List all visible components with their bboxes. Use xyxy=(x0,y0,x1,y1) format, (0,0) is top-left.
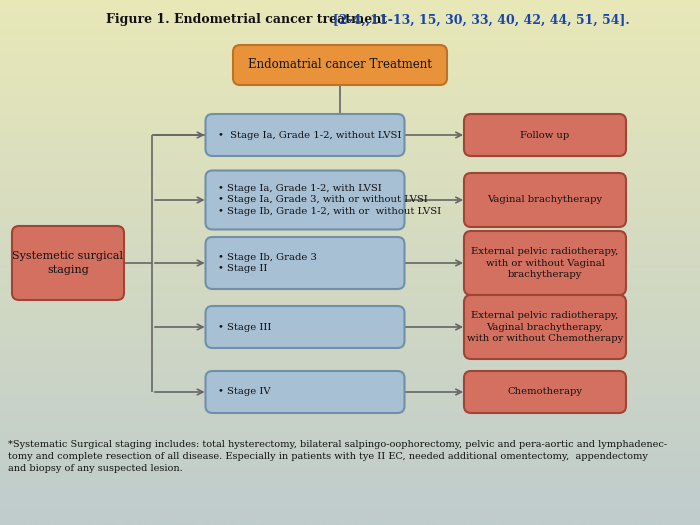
FancyBboxPatch shape xyxy=(206,371,405,413)
FancyBboxPatch shape xyxy=(206,114,405,156)
Text: Chemotherapy: Chemotherapy xyxy=(508,387,582,396)
FancyBboxPatch shape xyxy=(464,231,626,295)
Text: • Stage Ia, Grade 1-2, with LVSI
• Stage Ia, Grade 3, with or without LVSI
• Sta: • Stage Ia, Grade 1-2, with LVSI • Stage… xyxy=(218,184,440,216)
Text: • Stage IV: • Stage IV xyxy=(218,387,270,396)
FancyBboxPatch shape xyxy=(206,306,405,348)
Text: Systemetic surgical
staging: Systemetic surgical staging xyxy=(13,251,123,275)
FancyBboxPatch shape xyxy=(233,45,447,85)
Text: Figure 1. Endometrial cancer treatment: Figure 1. Endometrial cancer treatment xyxy=(106,14,392,26)
Text: *Systematic Surgical staging includes: total hysterectomy, bilateral salpingo-oo: *Systematic Surgical staging includes: t… xyxy=(8,440,667,472)
FancyBboxPatch shape xyxy=(464,114,626,156)
Text: Vaginal brachytherapy: Vaginal brachytherapy xyxy=(487,195,603,205)
Text: External pelvic radiotherapy,
with or without Vaginal
brachytherapy: External pelvic radiotherapy, with or wi… xyxy=(471,247,619,279)
FancyBboxPatch shape xyxy=(206,237,405,289)
Text: • Stage III: • Stage III xyxy=(218,322,271,331)
FancyBboxPatch shape xyxy=(464,371,626,413)
Text: • Stage Ib, Grade 3
• Stage II: • Stage Ib, Grade 3 • Stage II xyxy=(218,253,316,274)
Text: [2-4,,11-13, 15, 30, 33, 40, 42, 44, 51, 54].: [2-4,,11-13, 15, 30, 33, 40, 42, 44, 51,… xyxy=(332,14,629,26)
FancyBboxPatch shape xyxy=(12,226,124,300)
FancyBboxPatch shape xyxy=(206,171,405,229)
Text: Follow up: Follow up xyxy=(520,131,570,140)
Text: External pelvic radiotherapy,
Vaginal brachytherapy,
with or without Chemotherap: External pelvic radiotherapy, Vaginal br… xyxy=(467,311,623,343)
Text: •  Stage Ia, Grade 1-2, without LVSI: • Stage Ia, Grade 1-2, without LVSI xyxy=(218,131,401,140)
FancyBboxPatch shape xyxy=(464,173,626,227)
Text: Endomatrial cancer Treatment: Endomatrial cancer Treatment xyxy=(248,58,432,71)
FancyBboxPatch shape xyxy=(464,295,626,359)
